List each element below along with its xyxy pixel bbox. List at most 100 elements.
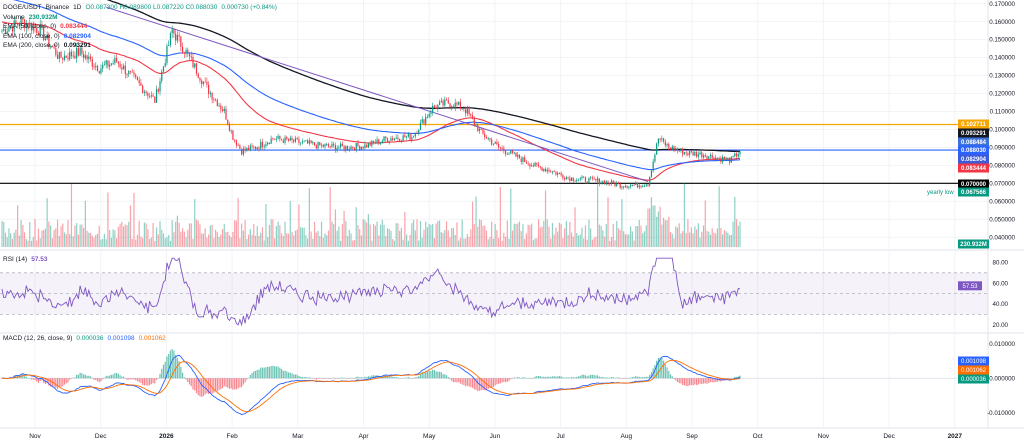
volume-bar [55,228,57,247]
candle-body [452,106,455,108]
volume-bar [214,229,217,247]
volume-bar [569,221,571,247]
volume-bar [294,230,297,247]
candle-body [458,101,460,105]
volume-bar [162,233,165,247]
volume-bar [560,224,562,247]
macd-histogram-bar [570,377,573,379]
volume-bar [515,224,517,247]
candle-body [504,150,507,154]
volume-bar [296,229,298,247]
candle-body [510,150,512,154]
candle-body [353,147,356,150]
candle-body [489,138,491,140]
volume-bar [359,229,361,247]
macd-histogram-bar [114,372,116,379]
macd-histogram-bar [628,378,630,379]
macd-histogram-bar [124,378,126,379]
macd-histogram-bar [76,374,78,379]
candle-body [574,180,576,182]
candle-body [152,95,154,97]
volume-bar [590,228,592,247]
price-tick-label: 0.170000 [989,1,1015,8]
volume-bar [737,225,739,247]
time-tick-label: Mar [292,433,304,440]
trend-line [106,6,649,182]
candle-body [449,103,451,107]
volume-bar [390,230,392,247]
macd-histogram-bar [1,378,3,379]
macd-histogram-bar [48,378,50,386]
macd-histogram-bar [235,378,238,390]
candle-body [60,52,62,58]
volume-bar [584,225,587,247]
candle-body [138,80,140,84]
macd-histogram-bar [643,377,646,379]
macd-histogram-bar [657,357,659,379]
volume-bar [322,237,324,247]
macd-histogram-bar [692,378,694,386]
volume-bar [626,234,628,247]
candle-body [527,163,529,165]
volume-bar [208,234,210,247]
volume-bar [551,223,554,247]
volume-bar [506,220,508,247]
volume-bar [183,231,185,247]
candle-body [235,140,238,146]
candle-body [378,139,380,144]
volume-bar [532,240,534,247]
candle-body [315,145,317,149]
macd-histogram-bar [524,377,526,379]
volume-bar [152,223,154,247]
volume-bar [536,238,538,247]
volume-bar [190,223,192,247]
candle-body [331,143,333,147]
volume-bar [570,232,573,247]
volume-bar [704,200,706,247]
macd-histogram-bar [270,365,272,379]
volume-bar [489,236,491,247]
volume-bar [692,233,694,247]
volume-bar [659,206,661,247]
candle-body [412,136,415,138]
macd-histogram-bar [91,378,93,379]
volume-bar [98,225,100,247]
candle-body [562,175,564,179]
macd-histogram-bar [65,378,67,384]
volume-bar [41,230,43,247]
macd-histogram-bar [230,378,232,389]
volume-bar [131,238,133,247]
volume-bar [60,226,62,247]
volume-bar [218,236,220,247]
volume-bar [110,237,113,247]
candle-body [320,144,323,146]
candle-body [664,141,666,146]
macd-histogram-bar [531,378,533,379]
candle-body [586,181,588,183]
volume-bar [395,223,397,247]
macd-tick-label: -0.010000 [987,410,1015,417]
volume-bar [487,239,489,247]
candle-body [473,118,475,125]
volume-bar [503,232,505,247]
macd-histogram-bar [463,378,465,386]
price-tag: 230.932M [958,239,989,249]
candle-body [477,124,479,131]
macd-histogram-bar [208,378,210,395]
volume-bar [510,188,512,247]
macd-histogram-bar [291,373,293,379]
rsi-line [1,257,741,327]
candle-body [366,144,368,148]
macd-histogram-bar [371,375,373,379]
candle-body [343,146,345,150]
candle-body [456,102,458,105]
volume-bar [96,233,99,247]
price-tag-bg [958,145,989,155]
macd-histogram-bar [508,378,510,381]
candle-body [548,169,550,172]
candle-body [680,148,682,151]
candle-body [247,147,250,151]
macd-histogram-bar [555,376,557,379]
volume-bar [270,219,272,247]
